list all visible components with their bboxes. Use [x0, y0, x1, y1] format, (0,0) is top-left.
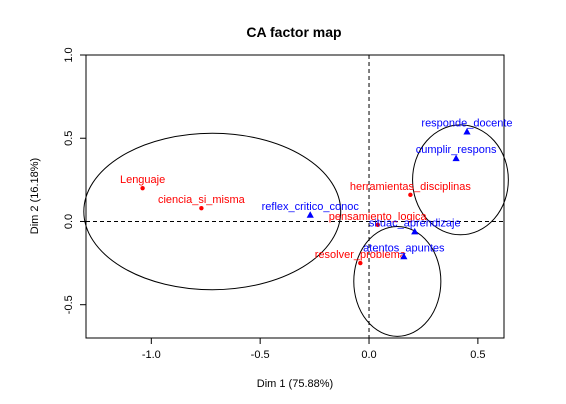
point-label: cumplir_respons: [416, 144, 497, 156]
cluster-circle-2: [412, 124, 509, 236]
data-point-circle: [375, 222, 380, 227]
point-label: situac_aprendizaje: [369, 217, 461, 229]
x-axis-label: Dim 1 (75.88%): [257, 378, 333, 390]
y-tick-label: 1.0: [63, 47, 75, 62]
data-point-circle: [358, 260, 363, 266]
point-label: ciencia_si_misma: [158, 194, 246, 206]
data-point-circle: [408, 192, 413, 198]
data-point-triangle: [411, 227, 419, 235]
cluster-circles: [83, 124, 509, 337]
reference-lines: [86, 55, 504, 338]
point-label: reflex_critico_conoc: [262, 201, 360, 213]
cluster-circle-3: [353, 225, 442, 337]
y-tick-label: 0.5: [63, 131, 75, 146]
data-point-circle: [140, 185, 145, 191]
data-point-triangle: [306, 211, 314, 218]
x-tick-label: -0.5: [251, 349, 270, 361]
y-axis: -0.5 0.0 0.5 1.0: [63, 47, 87, 314]
data-point-triangle: [452, 154, 460, 162]
point-label: pensamiento_logica: [329, 211, 428, 223]
x-axis: -1.0 -0.5 0.0 0.5: [142, 337, 486, 361]
data-point-circle: [199, 205, 204, 211]
y-axis-label: Dim 2 (16.18%): [29, 158, 41, 234]
data-points: Lenguaje ciencia_si_misma herramientas_dis…: [120, 118, 513, 266]
point-label: atentos_apuntes: [363, 242, 445, 254]
point-label: resolver_problema: [315, 249, 407, 261]
y-tick-label: 0.0: [63, 214, 75, 229]
chart-title: CA factor map: [246, 24, 341, 40]
x-tick-label: -1.0: [142, 349, 161, 361]
point-label: Lenguaje: [120, 174, 165, 186]
cluster-circle-1: [83, 132, 342, 291]
point-label: herramientas_disciplinas: [350, 181, 472, 193]
data-point-triangle: [463, 127, 471, 135]
point-label: responde_docente: [421, 118, 512, 130]
data-point-triangle: [400, 252, 408, 260]
x-tick-label: 0.5: [470, 349, 485, 361]
plot-frame: [85, 54, 505, 339]
y-tick-label: -0.5: [63, 295, 75, 314]
x-tick-label: 0.0: [361, 349, 376, 361]
